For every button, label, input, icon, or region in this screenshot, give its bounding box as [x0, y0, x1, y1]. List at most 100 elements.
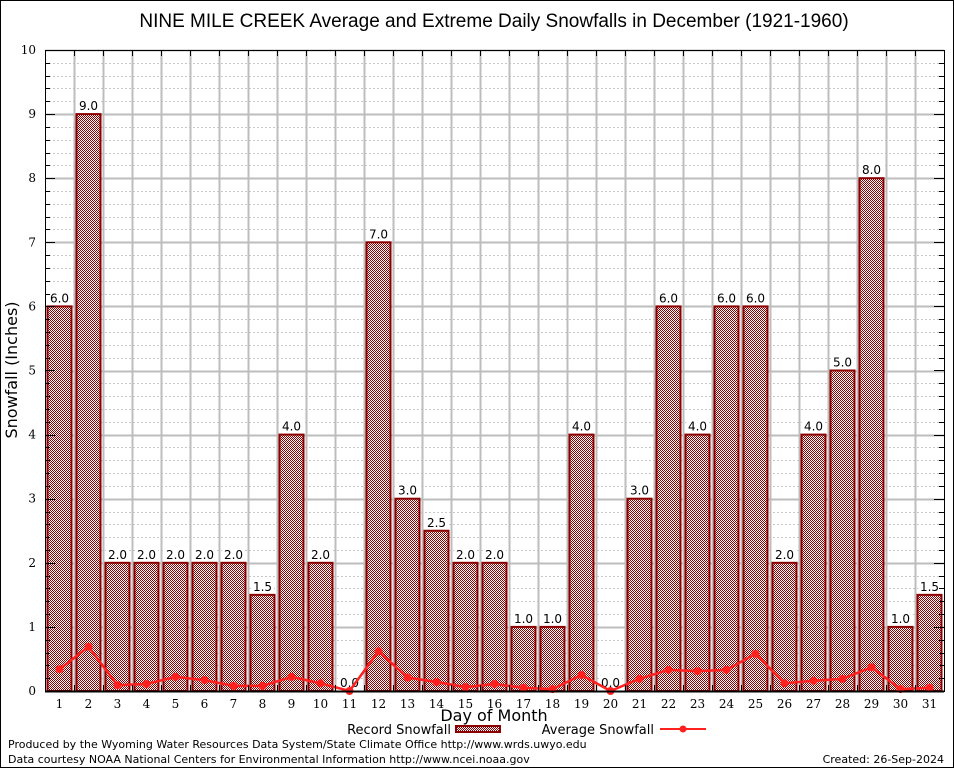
average-point	[867, 663, 876, 672]
record-bar	[307, 561, 334, 692]
bar-label-bg	[570, 418, 593, 433]
record-bar	[713, 305, 740, 692]
bar-label-bg	[715, 290, 738, 305]
x-tick-label: 21	[632, 697, 647, 711]
axes	[45, 50, 945, 693]
record-bar	[46, 305, 73, 692]
bar-value-label: 1.0	[891, 612, 910, 626]
bar-value-label: 3.0	[398, 484, 417, 498]
footer-data-courtesy: Data courtesy NOAA National Centers for …	[8, 753, 530, 766]
average-point	[432, 678, 441, 687]
bar-label-bg	[802, 418, 825, 433]
x-tick-label: 9	[288, 697, 296, 711]
bar-value-label: 5.0	[833, 356, 852, 370]
bar-value-label: 2.0	[195, 548, 214, 562]
legend-marker-average	[679, 725, 687, 733]
footer-created-date: Created: 26-Sep-2024	[822, 753, 944, 766]
bar-value-label: 2.0	[456, 548, 475, 562]
bar-label-bg	[251, 578, 274, 593]
x-tick-label: 13	[400, 697, 415, 711]
bar-value-label: 4.0	[282, 420, 301, 434]
average-point	[722, 665, 731, 674]
average-point	[751, 649, 760, 658]
bar-value-label: 4.0	[688, 420, 707, 434]
y-tick-label: 4	[28, 428, 36, 442]
y-tick-label: 0	[28, 684, 36, 698]
record-bar	[655, 305, 682, 692]
x-tick-label: 31	[922, 697, 937, 711]
x-tick-label: 8	[259, 697, 267, 711]
chart-title: NINE MILE CREEK Average and Extreme Dail…	[139, 11, 848, 32]
y-tick-label: 8	[28, 171, 36, 185]
bar-label-bg	[744, 290, 767, 305]
bar-value-label: 1.5	[253, 580, 272, 594]
bar-label-bg	[106, 546, 129, 561]
average-point	[142, 679, 151, 688]
legend-label-record: Record Snowfall	[347, 723, 451, 738]
bar-value-label: 2.5	[427, 516, 446, 530]
bar-label-bg	[135, 546, 158, 561]
x-tick-label: 14	[429, 697, 445, 711]
bar-value-label: 4.0	[804, 420, 823, 434]
bar-label-bg	[367, 226, 390, 241]
average-point	[229, 681, 238, 690]
x-tick-label: 6	[201, 697, 209, 711]
average-point	[519, 683, 528, 692]
x-tick-label: 29	[864, 697, 879, 711]
y-tick-label: 7	[28, 235, 36, 249]
record-bar	[887, 625, 914, 693]
bar-label-bg	[860, 162, 883, 177]
average-point	[780, 679, 789, 688]
x-axis-label: Day of Month	[440, 706, 547, 725]
bar-value-label: 2.0	[224, 548, 243, 562]
record-bar	[162, 561, 189, 692]
bar-value-label: 6.0	[746, 291, 765, 305]
record-bar	[626, 497, 653, 693]
bar-label-bg	[541, 610, 564, 625]
average-point	[316, 679, 325, 688]
x-tick-label: 4	[143, 697, 151, 711]
x-tick-label: 5	[172, 697, 180, 711]
bar-value-label: 4.0	[572, 420, 591, 434]
bar-label-bg	[918, 578, 941, 593]
x-tick-labels: 1 2 3 4 5 6 7 8 9 10 11 12 13 14 15 16 17 18 19 20 21 22 23 24 2…	[56, 697, 937, 711]
x-tick-label: 12	[371, 697, 386, 711]
bar-label-bg	[889, 610, 912, 625]
bar-label-bg	[425, 514, 448, 529]
record-bar	[75, 113, 102, 693]
average-point	[374, 647, 383, 656]
bar-value-label: 2.0	[775, 548, 794, 562]
x-tick-label: 18	[545, 697, 560, 711]
x-tick-label: 19	[574, 697, 589, 711]
record-bar	[133, 561, 160, 692]
x-tick-label: 28	[835, 697, 850, 711]
bar-label-bg	[338, 675, 361, 689]
average-point	[664, 665, 673, 674]
x-tick-label: 27	[806, 697, 821, 711]
record-bar	[220, 561, 247, 692]
bar-value-label: 6.0	[717, 291, 736, 305]
x-tick-label: 26	[777, 697, 792, 711]
bar-label-bg	[309, 546, 332, 561]
record-bar	[423, 529, 450, 692]
bar-label-bg	[164, 546, 187, 561]
average-point	[461, 683, 470, 692]
y-tick-label: 9	[28, 107, 36, 121]
bar-value-label: 1.0	[514, 612, 533, 626]
bar-label-bg	[280, 418, 303, 433]
average-point	[693, 667, 702, 676]
bar-label-bg	[77, 98, 100, 113]
bar-value-label: 2.0	[108, 548, 127, 562]
record-bar	[104, 561, 131, 692]
record-bar	[858, 177, 885, 692]
average-point	[200, 676, 209, 685]
bar-value-label: 8.0	[862, 163, 881, 177]
y-axis-label: Snowfall (Inches)	[2, 301, 21, 438]
x-tick-label: 3	[114, 697, 122, 711]
x-tick-label: 17	[516, 697, 531, 711]
average-point	[84, 642, 93, 651]
bar-label-bg	[686, 418, 709, 433]
record-bar	[249, 593, 276, 692]
record-bars	[46, 113, 943, 693]
